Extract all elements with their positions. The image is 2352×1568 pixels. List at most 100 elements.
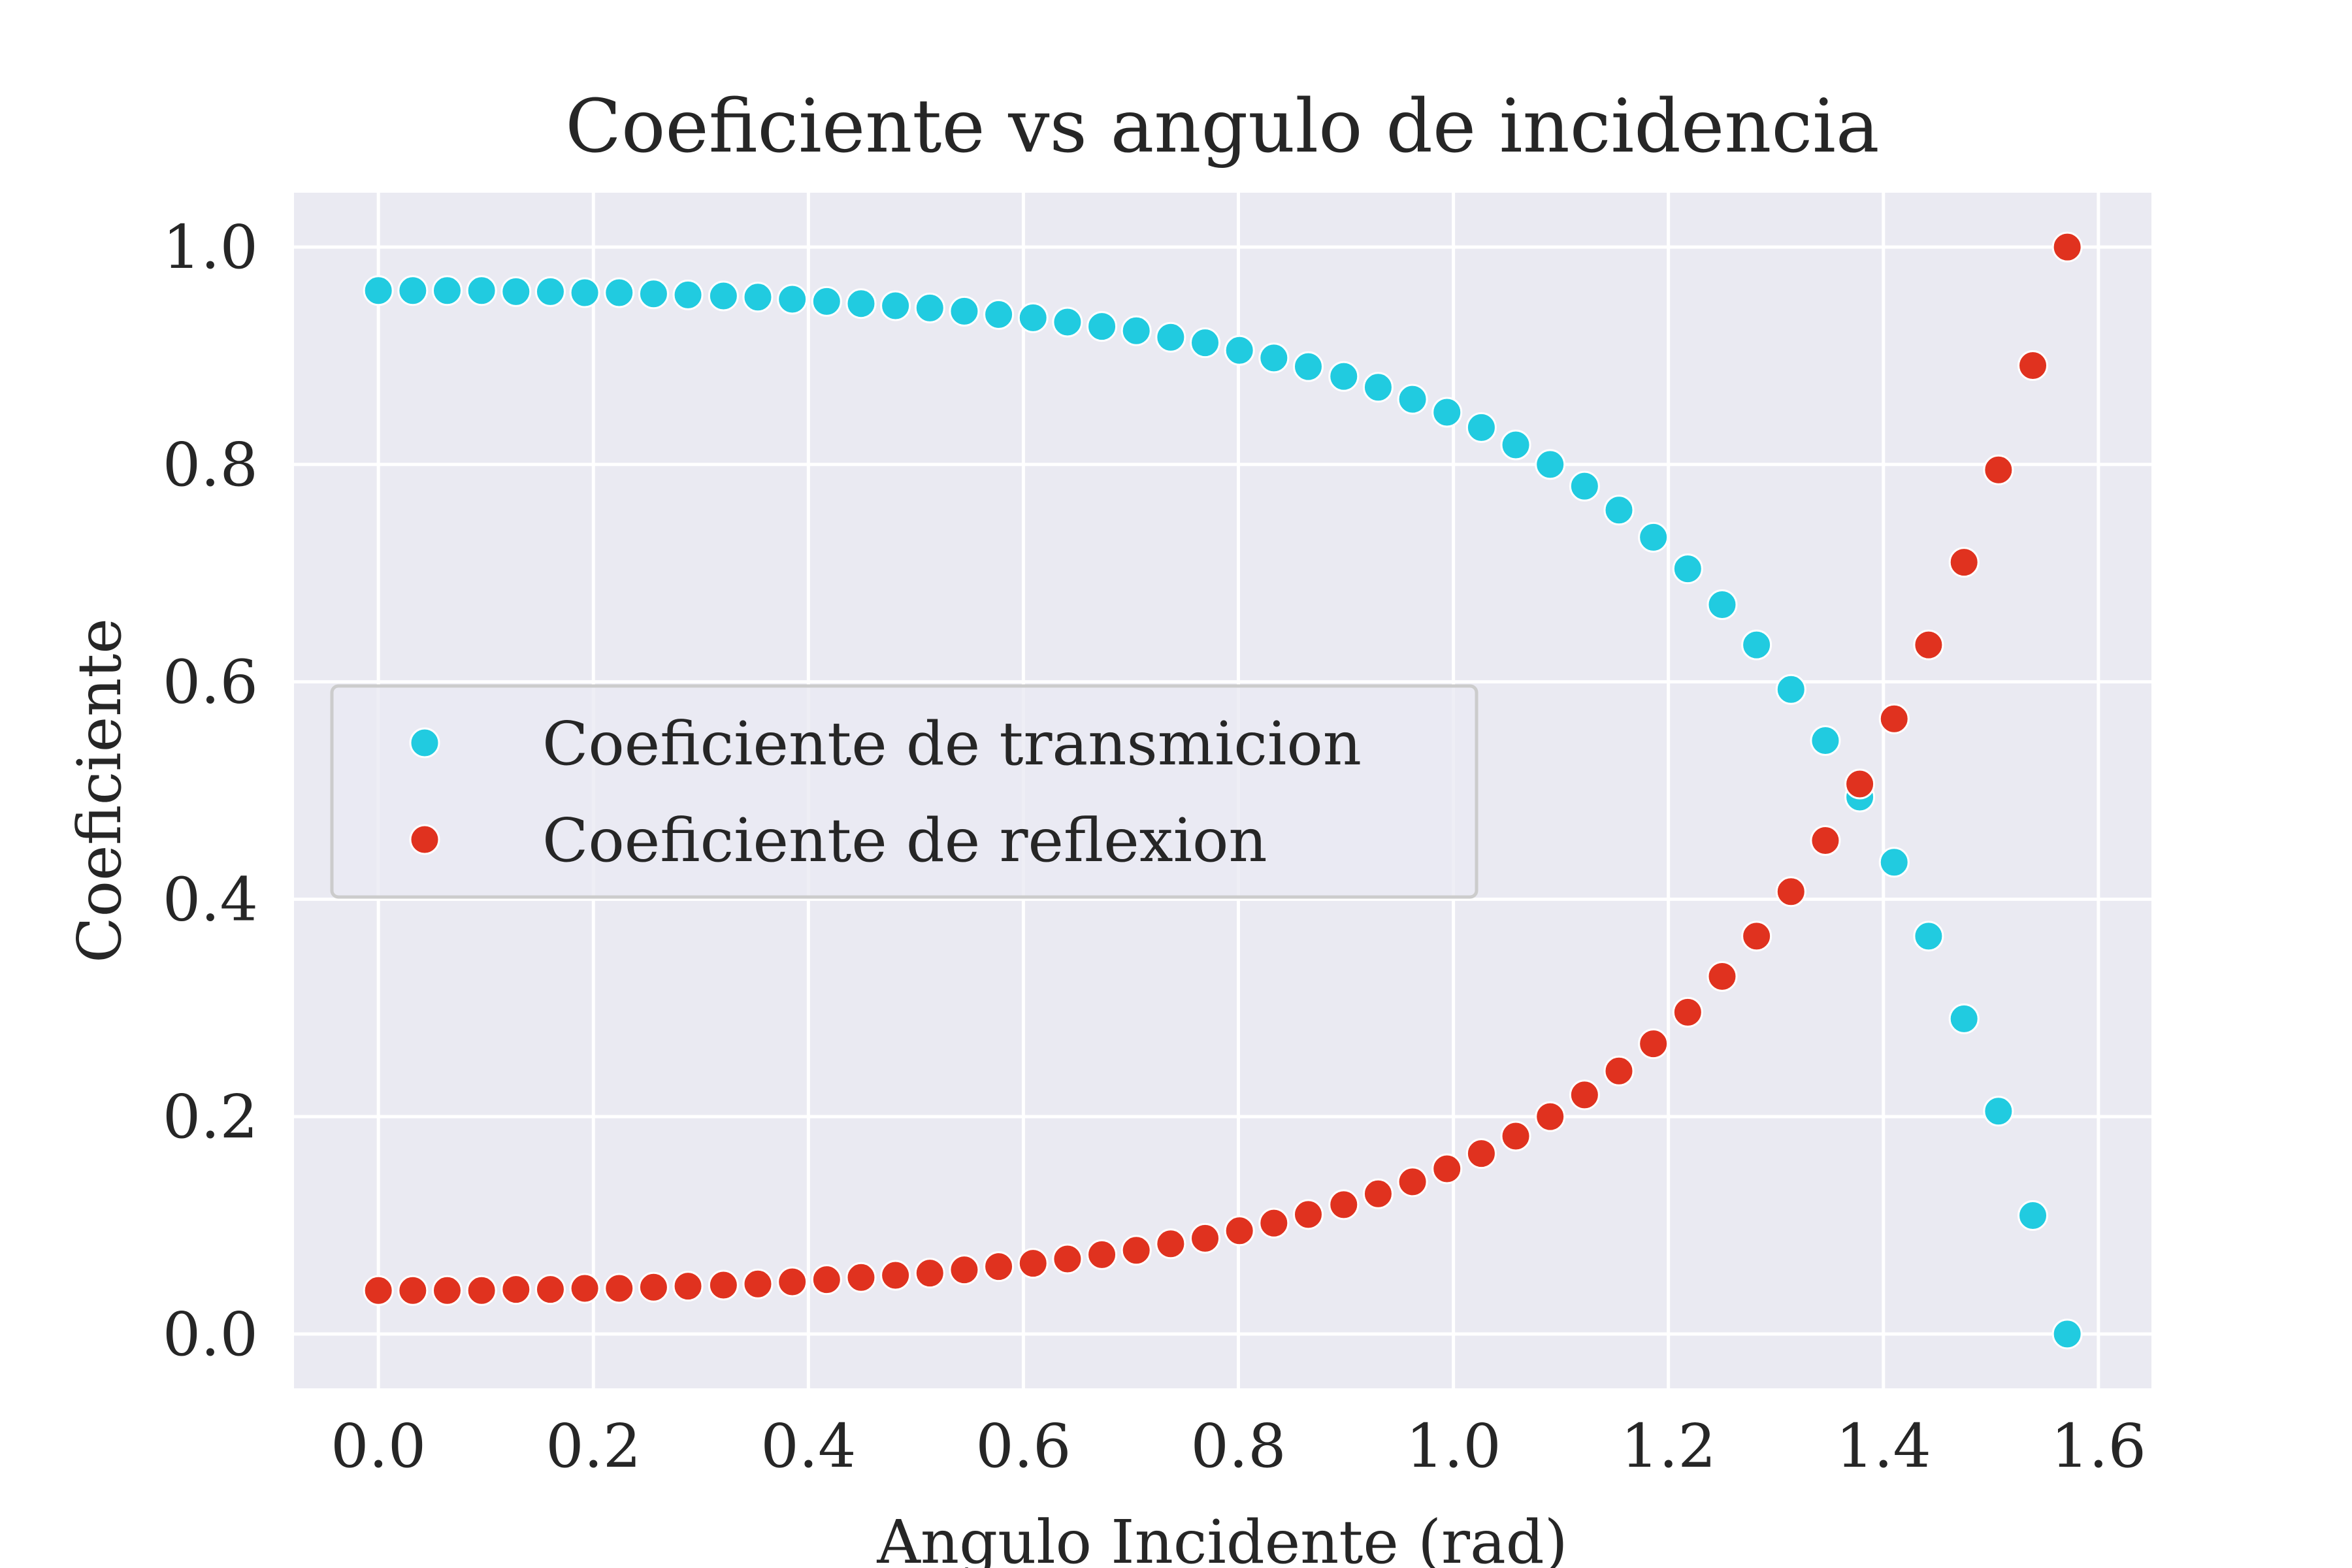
data-point-transmicion	[1052, 306, 1083, 338]
y-tick-label: 0.6	[163, 647, 258, 717]
data-point-reflexion	[1878, 703, 1910, 734]
data-point-transmicion	[1672, 553, 1703, 585]
data-point-transmicion	[604, 277, 635, 308]
chart-title: Coeficiente vs angulo de incidencia	[565, 84, 1879, 169]
data-point-reflexion	[1844, 768, 1876, 800]
data-point-transmicion	[638, 278, 669, 310]
data-point-reflexion	[1155, 1228, 1186, 1260]
data-point-reflexion	[1224, 1215, 1255, 1247]
data-point-reflexion	[1810, 825, 1841, 857]
data-point-transmicion	[845, 288, 877, 319]
data-point-transmicion	[1465, 412, 1497, 443]
x-tick-label: 1.4	[1836, 1411, 1931, 1481]
data-point-reflexion	[2017, 350, 2049, 382]
grid	[294, 193, 2151, 1388]
data-point-transmicion	[1224, 335, 1255, 366]
data-point-reflexion	[1052, 1243, 1083, 1275]
data-point-reflexion	[1569, 1079, 1600, 1111]
data-point-transmicion	[1569, 470, 1600, 502]
x-tick-label: 0.0	[331, 1411, 426, 1481]
data-point-transmicion	[1190, 327, 1221, 359]
data-point-reflexion	[1397, 1166, 1428, 1198]
data-point-transmicion	[2051, 1318, 2083, 1350]
x-tick-label: 0.4	[760, 1411, 856, 1481]
x-tick-label: 0.2	[546, 1411, 641, 1481]
y-tick-label: 1.0	[163, 212, 258, 282]
y-tick-label: 0.2	[163, 1082, 258, 1152]
legend-marker-transmicion	[409, 727, 440, 759]
data-point-transmicion	[1948, 1003, 1980, 1034]
data-point-reflexion	[534, 1274, 566, 1305]
data-point-transmicion	[708, 280, 739, 312]
data-point-reflexion	[949, 1254, 980, 1286]
data-point-reflexion	[811, 1264, 842, 1296]
y-tick-label: 0.0	[163, 1299, 258, 1369]
data-point-transmicion	[914, 292, 945, 323]
data-point-reflexion	[466, 1275, 497, 1306]
x-tick-label: 1.6	[2051, 1411, 2146, 1481]
data-point-reflexion	[1983, 454, 2014, 485]
data-point-reflexion	[638, 1271, 669, 1303]
y-tick-label: 0.8	[163, 430, 258, 500]
data-point-reflexion	[500, 1274, 532, 1305]
data-point-reflexion	[914, 1258, 945, 1289]
data-point-transmicion	[880, 290, 911, 321]
data-point-transmicion	[2017, 1200, 2049, 1231]
data-point-reflexion	[1638, 1028, 1669, 1060]
data-point-transmicion	[983, 299, 1015, 330]
data-point-reflexion	[845, 1262, 877, 1293]
data-point-reflexion	[1120, 1235, 1152, 1266]
data-point-reflexion	[1948, 547, 1980, 578]
data-point-transmicion	[1017, 302, 1049, 333]
data-points	[363, 231, 2083, 1350]
data-point-transmicion	[1707, 589, 1738, 621]
data-point-transmicion	[1328, 361, 1360, 392]
data-point-transmicion	[672, 279, 704, 310]
data-point-reflexion	[1741, 921, 1772, 952]
legend-marker-reflexion	[409, 824, 440, 855]
data-point-transmicion	[1120, 315, 1152, 346]
x-axis-label: Angulo Incidente (rad)	[876, 1507, 1567, 1568]
data-point-transmicion	[569, 277, 600, 308]
data-point-transmicion	[1397, 384, 1428, 415]
data-point-reflexion	[569, 1273, 600, 1304]
data-point-reflexion	[1775, 876, 1806, 907]
data-point-transmicion	[1535, 449, 1566, 480]
data-point-transmicion	[777, 284, 808, 315]
data-point-reflexion	[1535, 1101, 1566, 1132]
data-point-transmicion	[1741, 629, 1772, 661]
data-point-transmicion	[1913, 921, 1944, 952]
data-point-transmicion	[1878, 847, 1910, 878]
data-point-transmicion	[431, 275, 463, 306]
data-point-transmicion	[1292, 351, 1324, 382]
data-point-reflexion	[777, 1266, 808, 1298]
data-point-reflexion	[2051, 231, 2083, 263]
data-point-transmicion	[466, 275, 497, 306]
data-point-reflexion	[1328, 1189, 1360, 1220]
data-point-reflexion	[1362, 1178, 1394, 1209]
data-point-transmicion	[534, 276, 566, 307]
data-point-reflexion	[983, 1251, 1015, 1282]
data-point-reflexion	[431, 1275, 463, 1306]
legend-label-transmicion: Coeficiente de transmicion	[542, 709, 1362, 779]
data-point-reflexion	[1086, 1239, 1118, 1270]
data-point-transmicion	[1362, 372, 1394, 403]
data-point-reflexion	[1190, 1222, 1221, 1254]
x-tick-label: 1.2	[1621, 1411, 1716, 1481]
data-point-reflexion	[363, 1275, 394, 1306]
data-point-reflexion	[1017, 1248, 1049, 1279]
data-point-reflexion	[1603, 1055, 1635, 1086]
data-point-transmicion	[1983, 1096, 2014, 1127]
data-point-reflexion	[1292, 1199, 1324, 1230]
data-point-reflexion	[742, 1268, 774, 1299]
data-point-reflexion	[397, 1275, 429, 1306]
data-point-transmicion	[949, 295, 980, 327]
data-point-transmicion	[1155, 321, 1186, 353]
data-point-reflexion	[1707, 960, 1738, 992]
data-point-reflexion	[1465, 1138, 1497, 1169]
data-point-transmicion	[1500, 429, 1531, 461]
data-point-reflexion	[1672, 996, 1703, 1028]
legend-box	[330, 684, 1478, 899]
data-point-transmicion	[500, 276, 532, 307]
